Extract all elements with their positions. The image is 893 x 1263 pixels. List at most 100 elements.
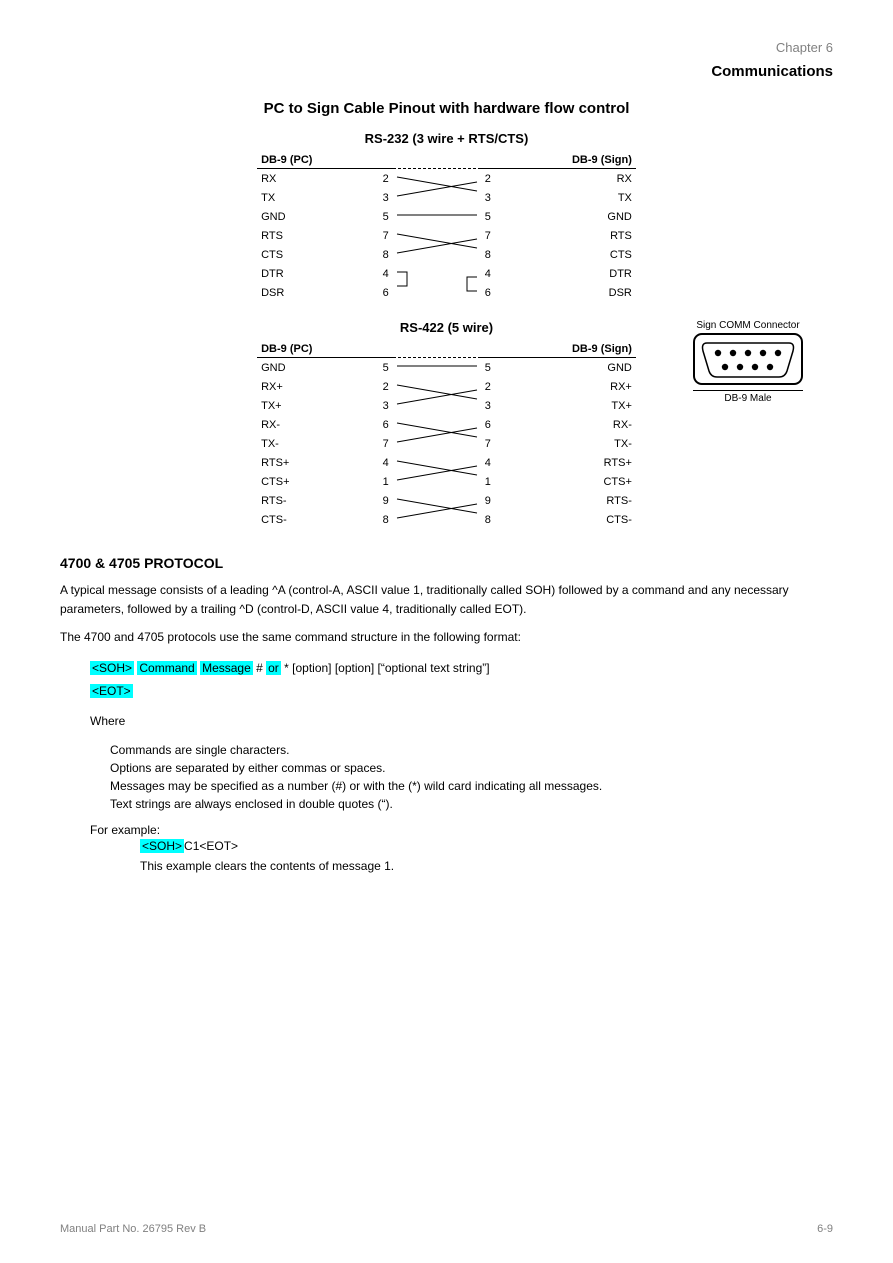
wire (393, 245, 481, 264)
example-block: For example: <SOH>C1<EOT> This example c… (90, 823, 833, 873)
pin-name-left: TX (257, 188, 351, 207)
where-label: Where (90, 712, 833, 731)
pin-num-left: 4 (352, 264, 393, 283)
pin-name-left: RX (257, 169, 351, 189)
pin-num-left: 3 (355, 396, 393, 415)
pin-name-left: DSR (257, 283, 351, 302)
table-row: CTS+11CTS+ (257, 472, 636, 491)
table-row: DTR44DTR (257, 264, 636, 283)
pin-name-left: CTS (257, 245, 351, 264)
table1-title: RS-232 (3 wire + RTS/CTS) (60, 131, 833, 146)
table-row: CTS88CTS (257, 245, 636, 264)
pin-name-right: RX- (524, 415, 636, 434)
pin-name-left: GND (257, 358, 355, 378)
t2-left-hdr: DB-9 (PC) (257, 341, 393, 358)
syntax-token: Message (200, 661, 253, 675)
pin-num-left: 3 (352, 188, 393, 207)
syntax-token: or (266, 661, 281, 675)
table-row: TX+33TX+ (257, 396, 636, 415)
pin-num-left: 8 (355, 510, 393, 529)
syntax-eot: <EOT> (90, 684, 133, 698)
wire (393, 207, 481, 226)
pin-num-left: 5 (352, 207, 393, 226)
wire (393, 396, 481, 415)
example-soh: <SOH> (140, 839, 184, 853)
pin-name-right: TX (528, 188, 636, 207)
wire (393, 472, 481, 491)
table-row: DSR66DSR (257, 283, 636, 302)
wire (393, 491, 481, 510)
pin-num-left: 9 (355, 491, 393, 510)
pin-num-right: 7 (481, 434, 524, 453)
pin-num-right: 4 (481, 453, 524, 472)
chapter-label: Chapter 6 (60, 40, 833, 55)
pin-num-left: 7 (355, 434, 393, 453)
db9-icon (693, 333, 803, 385)
db9-bottom-label: DB-9 Male (693, 390, 803, 404)
wire (393, 358, 481, 378)
cable-main-title: PC to Sign Cable Pinout with hardware fl… (60, 100, 833, 117)
wire (393, 453, 481, 472)
wire (393, 377, 481, 396)
pin-num-right: 5 (481, 358, 524, 378)
where-line: Commands are single characters. (110, 741, 833, 759)
table-row: RX22RX (257, 169, 636, 189)
pin-name-left: RTS- (257, 491, 355, 510)
wire (393, 188, 481, 207)
pin-num-left: 2 (355, 377, 393, 396)
pin-num-left: 6 (355, 415, 393, 434)
pin-num-right: 6 (481, 415, 524, 434)
wire (393, 415, 481, 434)
page-header: Chapter 6 Communications (60, 40, 833, 80)
pinout-table-1: DB-9 (PC) DB-9 (Sign) RX22RXTX33TXGND55G… (257, 152, 636, 302)
pin-num-right: 7 (481, 226, 528, 245)
pin-num-left: 4 (355, 453, 393, 472)
wire (393, 510, 481, 529)
example-desc: This example clears the contents of mess… (140, 859, 833, 873)
syntax-token: * [option] [option] [“optional text stri… (281, 661, 490, 675)
t1-left-hdr: DB-9 (PC) (257, 152, 393, 169)
pin-num-right: 4 (481, 264, 528, 283)
table-row: RX-66RX- (257, 415, 636, 434)
wire (393, 226, 481, 245)
page-footer: Manual Part No. 26795 Rev B 6-9 (60, 1223, 833, 1235)
syntax-token: Command (137, 661, 196, 675)
example-command: <SOH>C1<EOT> (140, 839, 833, 853)
pin-num-left: 8 (352, 245, 393, 264)
pin-num-left: 7 (352, 226, 393, 245)
pin-name-left: CTS- (257, 510, 355, 529)
pin-name-right: RX+ (524, 377, 636, 396)
where-line: Options are separated by either commas o… (110, 759, 833, 777)
t1-right-hdr: DB-9 (Sign) (481, 152, 636, 169)
pin-name-left: RX- (257, 415, 355, 434)
pin-name-left: RTS (257, 226, 351, 245)
table-row: RTS-99RTS- (257, 491, 636, 510)
pin-num-right: 8 (481, 510, 524, 529)
pin-num-right: 3 (481, 188, 528, 207)
where-line: Text strings are always enclosed in doub… (110, 795, 833, 813)
pin-name-right: GND (524, 358, 636, 378)
pinout-table-2: DB-9 (PC) DB-9 (Sign) GND55GNDRX+22RX+TX… (257, 341, 636, 529)
syntax-line1: <SOH> Command Message # or * [option] [o… (90, 657, 833, 680)
syntax-token: # (253, 661, 266, 675)
db9-top-label: Sign COMM Connector (693, 320, 803, 331)
table-row: CTS-88CTS- (257, 510, 636, 529)
pin-num-right: 6 (481, 283, 528, 302)
syntax-token: <SOH> (90, 661, 134, 675)
pin-name-left: RTS+ (257, 453, 355, 472)
pin-name-right: DSR (528, 283, 636, 302)
example-label: For example: (90, 823, 160, 837)
table-row: TX-77TX- (257, 434, 636, 453)
pin-name-left: TX+ (257, 396, 355, 415)
pin-name-left: DTR (257, 264, 351, 283)
protocol-para2: The 4700 and 4705 protocols use the same… (60, 628, 833, 647)
pin-name-right: CTS+ (524, 472, 636, 491)
wire (393, 283, 481, 302)
wire (393, 434, 481, 453)
table-row: GND55GND (257, 358, 636, 378)
pin-num-left: 6 (352, 283, 393, 302)
table-row: RTS+44RTS+ (257, 453, 636, 472)
where-line: Messages may be specified as a number (#… (110, 777, 833, 795)
syntax-block: <SOH> Command Message # or * [option] [o… (90, 657, 833, 703)
pin-num-right: 5 (481, 207, 528, 226)
